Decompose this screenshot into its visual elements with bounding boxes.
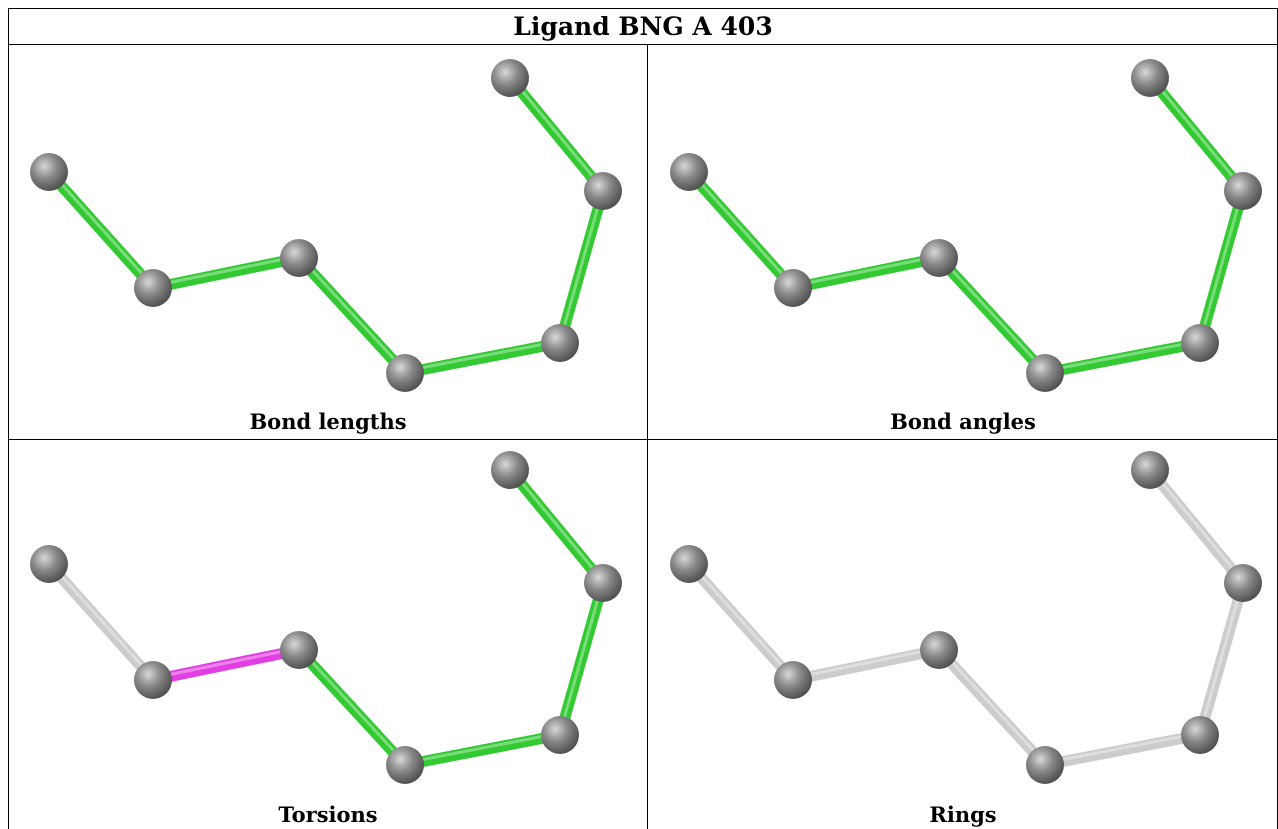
atom: [541, 324, 579, 362]
atom: [670, 153, 708, 191]
panel-bond-lengths: Bond lengths: [9, 45, 647, 438]
bond: [683, 166, 799, 294]
bond-highlight: [687, 560, 795, 680]
bond-highlight: [792, 646, 940, 680]
bond-highlight: [508, 467, 605, 582]
bond-highlight: [1198, 580, 1245, 734]
atom: [134, 269, 172, 307]
atom: [1224, 564, 1262, 602]
molecule-view: [670, 451, 1262, 784]
bond: [554, 185, 609, 349]
bond: [293, 644, 411, 771]
bond-highlight: [1044, 339, 1201, 373]
panel-torsions: Torsions: [9, 440, 647, 829]
bond: [1144, 72, 1249, 197]
atom: [1224, 172, 1262, 210]
atom: [491, 59, 529, 97]
atom: [920, 631, 958, 669]
bond: [1194, 185, 1249, 349]
atom: [774, 269, 812, 307]
molecule-view: [670, 59, 1262, 392]
panel-rings: Rings: [649, 440, 1277, 829]
bond: [787, 252, 945, 294]
panel-caption: Bond lengths: [249, 409, 407, 434]
panel-caption: Rings: [929, 802, 997, 827]
bond: [504, 72, 609, 197]
bond-highlight: [297, 254, 407, 373]
bond-highlight: [47, 560, 155, 680]
atom: [1131, 451, 1169, 489]
bond: [554, 577, 609, 741]
row-divider: [8, 439, 1278, 440]
bond: [787, 644, 945, 686]
atom: [30, 153, 68, 191]
atom: [584, 564, 622, 602]
bond-highlight: [152, 646, 300, 680]
bond-highlight: [297, 646, 407, 765]
bond: [683, 558, 799, 686]
bond: [1039, 729, 1206, 771]
bond: [43, 558, 159, 686]
atom: [774, 661, 812, 699]
bond-highlight: [937, 254, 1047, 373]
bond: [933, 252, 1051, 379]
atom: [1131, 59, 1169, 97]
bond: [147, 252, 305, 294]
bond-highlight: [152, 254, 300, 288]
bond: [399, 337, 566, 379]
panel-caption: Bond angles: [890, 409, 1036, 434]
atom: [1181, 324, 1219, 362]
bond-highlight: [558, 188, 605, 342]
bond: [1194, 577, 1249, 741]
table-border-top: [8, 8, 1278, 9]
atom: [30, 545, 68, 583]
atom: [280, 239, 318, 277]
bond: [399, 729, 566, 771]
panel-caption: Torsions: [278, 802, 378, 827]
atom: [920, 239, 958, 277]
bond-highlight: [1044, 731, 1201, 765]
bond: [1144, 464, 1249, 589]
bond-highlight: [47, 168, 155, 288]
atom: [1181, 716, 1219, 754]
bond: [147, 644, 305, 686]
bond-highlight: [687, 168, 795, 288]
bond: [933, 644, 1051, 771]
atom: [670, 545, 708, 583]
bond-highlight: [404, 339, 561, 373]
atom: [491, 451, 529, 489]
bond-highlight: [1148, 75, 1245, 190]
table-border-left: [8, 8, 9, 829]
bond-highlight: [937, 646, 1047, 765]
atom: [584, 172, 622, 210]
atom: [134, 661, 172, 699]
atom: [541, 716, 579, 754]
atom: [386, 354, 424, 392]
molecule-view: [30, 451, 622, 784]
bond-highlight: [558, 580, 605, 734]
column-divider: [647, 44, 648, 829]
bond: [504, 464, 609, 589]
bond-highlight: [404, 731, 561, 765]
atom: [1026, 354, 1064, 392]
bond-highlight: [792, 254, 940, 288]
bond: [293, 252, 411, 379]
panel-bond-angles: Bond angles: [649, 45, 1277, 438]
figure-title: Ligand BNG A 403: [513, 12, 773, 41]
atom: [1026, 746, 1064, 784]
bond-highlight: [508, 75, 605, 190]
bond: [43, 166, 159, 294]
atom: [280, 631, 318, 669]
atom: [386, 746, 424, 784]
bond: [1039, 337, 1206, 379]
bond-highlight: [1198, 188, 1245, 342]
molecule-view: [30, 59, 622, 392]
bond-highlight: [1148, 467, 1245, 582]
title-divider: [8, 44, 1278, 45]
